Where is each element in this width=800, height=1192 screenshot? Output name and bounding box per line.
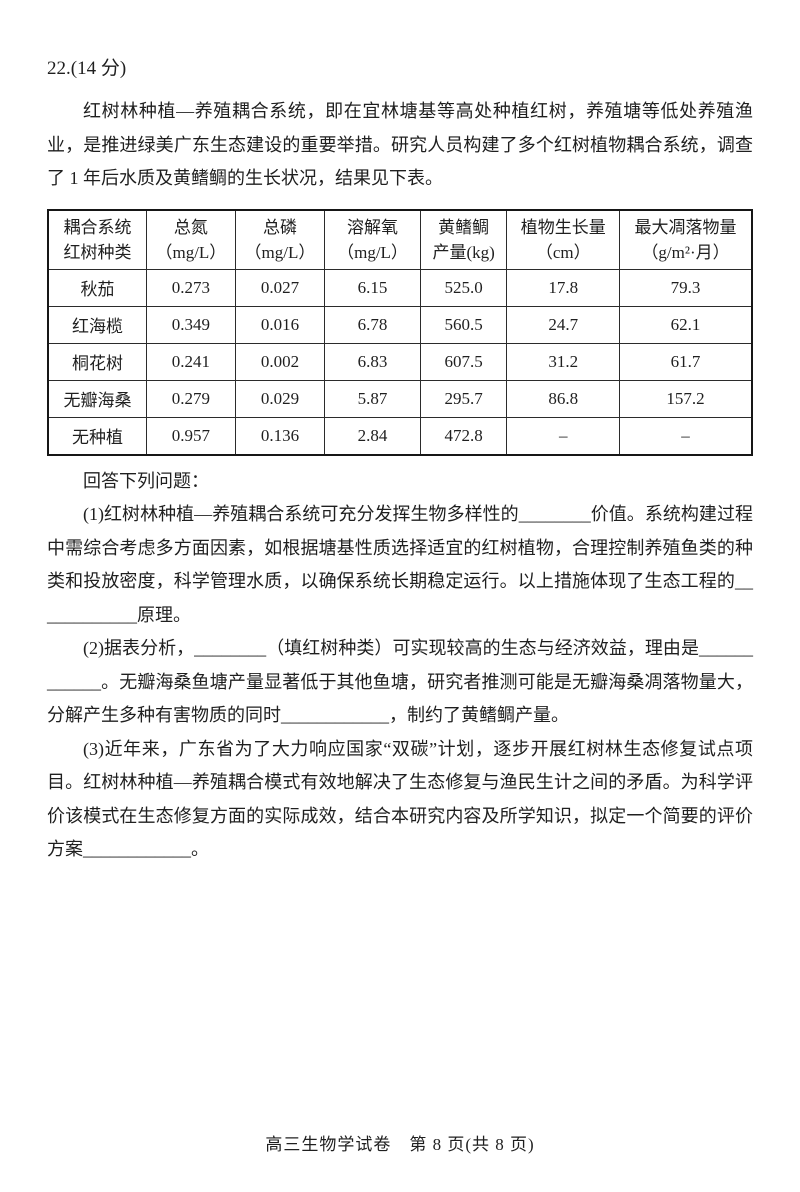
sub-question-3: (3)近年来，广东省为了大力响应国家“双碳”计划，逐步开展红树林生态修复试点项目…: [47, 738, 753, 860]
header-cell-species: 耦合系统 红树种类: [47, 209, 148, 270]
cell-value: 0.029: [234, 379, 326, 418]
cell-value: 6.78: [324, 305, 421, 344]
table-row-wuzhongzhi: 无种植 0.957 0.136 2.84 472.8 – –: [47, 416, 753, 455]
page-footer: 高三生物学试卷 第 8 页(共 8 页): [0, 1130, 800, 1155]
question-block: 22.(14 分) 红树林种植—养殖耦合系统，即在宜林塘基等高处种植红树，养殖塘…: [47, 58, 753, 860]
cell-species: 无瓣海桑: [47, 379, 148, 418]
cell-value: –: [506, 416, 621, 455]
cell-value: 295.7: [419, 379, 508, 418]
cell-value: 6.15: [324, 268, 421, 307]
cell-value: 525.0: [419, 268, 508, 307]
cell-value: 0.273: [146, 268, 236, 307]
table-row-tonghuashu: 桐花树 0.241 0.002 6.83 607.5 31.2 61.7: [47, 342, 753, 381]
cell-species: 无种植: [47, 416, 148, 455]
cell-value: 5.87: [324, 379, 421, 418]
header-cell-fish-yield: 黄鳍鲷 产量(kg): [419, 209, 508, 270]
header-cell-max-litterfall: 最大凋落物量 （g/m²·月）: [619, 209, 753, 270]
cell-value: 6.83: [324, 342, 421, 381]
cell-value: –: [619, 416, 753, 455]
answer-prompt: 回答下列问题：: [83, 470, 209, 491]
cell-value: 24.7: [506, 305, 621, 344]
cell-species: 桐花树: [47, 342, 148, 381]
cell-value: 0.241: [146, 342, 236, 381]
cell-value: 61.7: [619, 342, 753, 381]
cell-value: 0.016: [234, 305, 326, 344]
cell-species: 秋茄: [47, 268, 148, 307]
question-number: 22.(14 分): [47, 58, 127, 79]
results-table: 耦合系统 红树种类 总氮 （mg/L） 总磷 （mg/L） 溶解氧 （mg/L）: [47, 208, 753, 456]
cell-species: 红海榄: [47, 305, 148, 344]
header-cell-dissolved-oxygen: 溶解氧 （mg/L）: [324, 209, 421, 270]
header-cell-plant-growth: 植物生长量 （cm）: [506, 209, 621, 270]
cell-value: 31.2: [506, 342, 621, 381]
cell-value: 0.279: [146, 379, 236, 418]
cell-value: 86.8: [506, 379, 621, 418]
cell-value: 79.3: [619, 268, 753, 307]
cell-value: 0.136: [234, 416, 326, 455]
cell-value: 607.5: [419, 342, 508, 381]
cell-value: 472.8: [419, 416, 508, 455]
sub-question-1: (1)红树林种植—养殖耦合系统可充分发挥生物多样性的________价值。系统构…: [47, 504, 753, 625]
table-header-row: 耦合系统 红树种类 总氮 （mg/L） 总磷 （mg/L） 溶解氧 （mg/L）: [47, 209, 753, 270]
cell-value: 157.2: [619, 379, 753, 418]
cell-value: 0.349: [146, 305, 236, 344]
table-row-wubanhaisang: 无瓣海桑 0.279 0.029 5.87 295.7 86.8 157.2: [47, 379, 753, 418]
cell-value: 17.8: [506, 268, 621, 307]
sub-question-2: (2)据表分析，________（填红树种类）可实现较高的生态与经济效益，理由是…: [47, 638, 753, 725]
cell-value: 0.002: [234, 342, 326, 381]
question-intro-paragraph: 红树林种植—养殖耦合系统，即在宜林塘基等高处种植红树，养殖塘等低处养殖渔业，是推…: [47, 101, 753, 188]
header-cell-total-nitrogen: 总氮 （mg/L）: [146, 209, 236, 270]
cell-value: 62.1: [619, 305, 753, 344]
header-cell-total-phosphorus: 总磷 （mg/L）: [234, 209, 326, 270]
cell-value: 0.027: [234, 268, 326, 307]
cell-value: 560.5: [419, 305, 508, 344]
cell-value: 0.957: [146, 416, 236, 455]
table-row-qiuqie: 秋茄 0.273 0.027 6.15 525.0 17.8 79.3: [47, 268, 753, 307]
table-row-honghailan: 红海榄 0.349 0.016 6.78 560.5 24.7 62.1: [47, 305, 753, 344]
page-footer-text: 高三生物学试卷 第 8 页(共 8 页): [265, 1135, 535, 1154]
cell-value: 2.84: [324, 416, 421, 455]
